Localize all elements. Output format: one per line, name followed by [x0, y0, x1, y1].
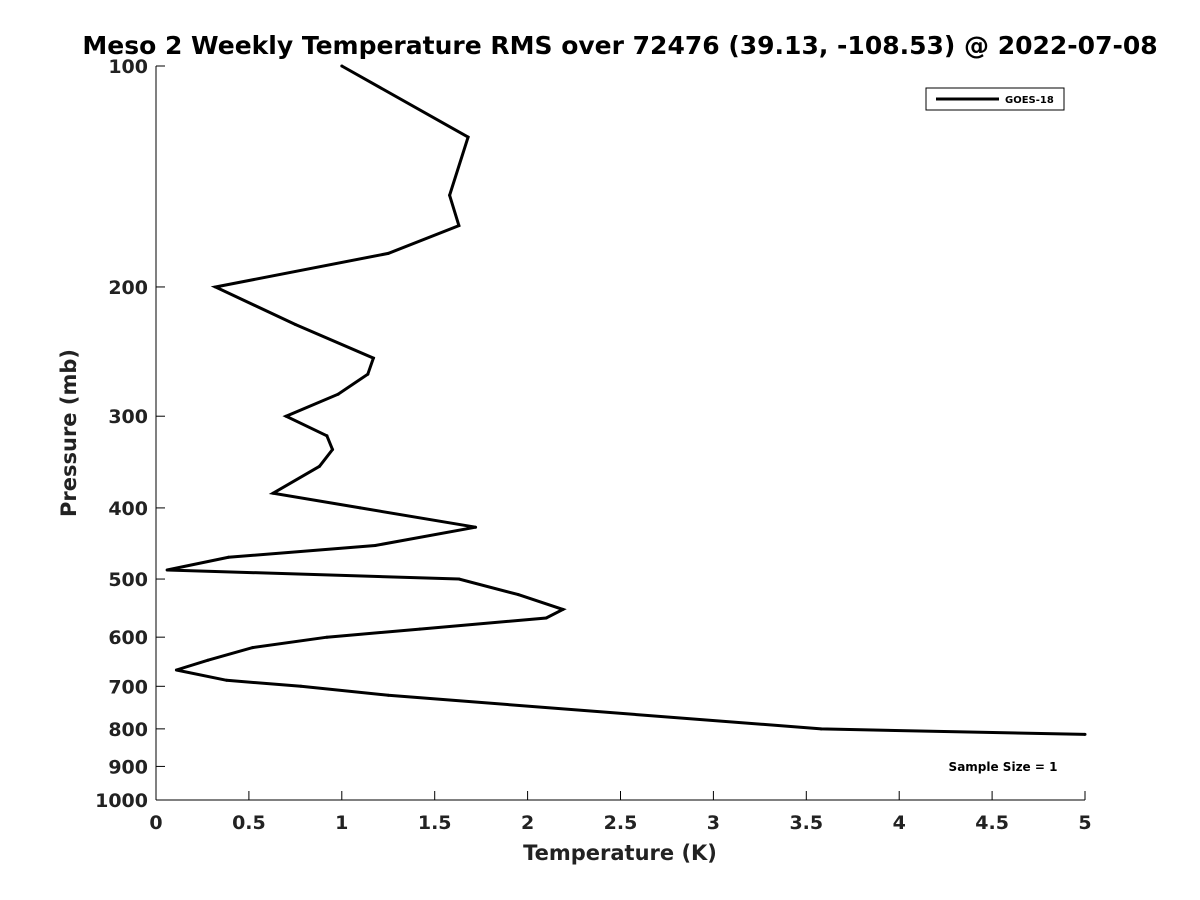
- x-tick-label: 0: [149, 812, 162, 834]
- data-point: [516, 593, 520, 597]
- y-tick-label: 100: [108, 56, 148, 78]
- y-tick-label: 400: [108, 498, 148, 520]
- data-point: [271, 491, 275, 495]
- data-point: [448, 193, 452, 197]
- x-tick-label: 2.5: [604, 812, 638, 834]
- y-tick-label: 500: [108, 569, 148, 591]
- data-point: [474, 525, 478, 529]
- legend: GOES-18: [925, 87, 1065, 111]
- legend-label: GOES-18: [1005, 95, 1054, 106]
- series-line-goes-18: [166, 64, 1086, 736]
- sample-size-note: Sample Size = 1: [949, 760, 1058, 774]
- series-layer: [165, 64, 1087, 736]
- data-point: [174, 668, 178, 672]
- data-point: [293, 323, 297, 326]
- x-tick-label: 1: [335, 812, 348, 834]
- data-point: [358, 506, 362, 510]
- data-point: [1083, 732, 1087, 736]
- data-point: [165, 568, 169, 572]
- x-tick-label: 1.5: [418, 812, 452, 834]
- data-point: [418, 627, 422, 631]
- data-point: [325, 434, 329, 438]
- x-axis-label: Temperature (K): [523, 841, 717, 865]
- y-tick-label: 300: [108, 406, 148, 428]
- data-point: [299, 684, 303, 688]
- y-tick-label: 800: [108, 719, 148, 741]
- chart-title: Meso 2 Weekly Temperature RMS over 72476…: [82, 31, 1157, 60]
- data-point: [457, 577, 461, 581]
- data-point: [457, 224, 461, 228]
- data-point: [251, 646, 255, 650]
- data-point: [331, 448, 334, 451]
- data-point: [225, 678, 229, 682]
- data-point: [386, 251, 390, 255]
- y-tick-label: 200: [108, 277, 148, 299]
- data-point: [544, 616, 548, 620]
- data-point: [318, 464, 321, 468]
- y-tick-label: 900: [108, 756, 148, 778]
- axes: [155, 66, 1085, 801]
- data-point: [561, 607, 565, 611]
- data-point: [284, 414, 288, 418]
- x-tick-label: 2: [521, 812, 534, 834]
- data-point: [227, 555, 230, 559]
- data-point: [366, 372, 370, 376]
- data-point: [206, 658, 210, 662]
- y-axis-label: Pressure (mb): [57, 349, 81, 517]
- y-tick-label: 600: [108, 627, 148, 649]
- x-tick-label: 4: [893, 812, 906, 834]
- data-point: [371, 356, 375, 360]
- x-tick-label: 5: [1078, 812, 1091, 834]
- data-point: [214, 285, 217, 289]
- data-point: [466, 135, 470, 139]
- x-tick-label: 3.5: [789, 812, 823, 834]
- x-ticks: 0 0.5 1 1.5 2 2.5 3 3.5 4 4.5 5: [149, 791, 1092, 834]
- x-tick-label: 0.5: [232, 812, 266, 834]
- y-ticks: 100 200 300 400 500 600 700 800 900 1000: [95, 56, 165, 812]
- data-point: [386, 693, 390, 697]
- x-tick-label: 3: [707, 812, 720, 834]
- data-point: [336, 392, 340, 396]
- x-tick-label: 4.5: [975, 812, 1009, 834]
- data-point: [373, 544, 377, 547]
- y-tick-label: 700: [108, 676, 148, 698]
- data-point: [819, 727, 823, 731]
- data-point: [340, 64, 344, 68]
- data-point: [325, 635, 329, 639]
- y-tick-label: 1000: [95, 790, 148, 812]
